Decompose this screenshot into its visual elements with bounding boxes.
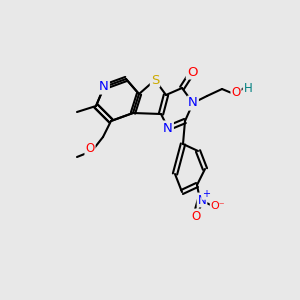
Text: +: + [202, 189, 210, 199]
Text: N: N [198, 194, 206, 206]
Text: N: N [188, 97, 198, 110]
Text: O: O [187, 65, 197, 79]
Text: O⁻: O⁻ [211, 201, 225, 211]
Text: H: H [244, 82, 252, 94]
Text: S: S [151, 74, 159, 86]
Text: N: N [99, 80, 109, 94]
Text: N: N [163, 122, 173, 134]
Text: O: O [85, 142, 94, 155]
Text: O: O [231, 85, 241, 98]
Text: O: O [191, 209, 201, 223]
